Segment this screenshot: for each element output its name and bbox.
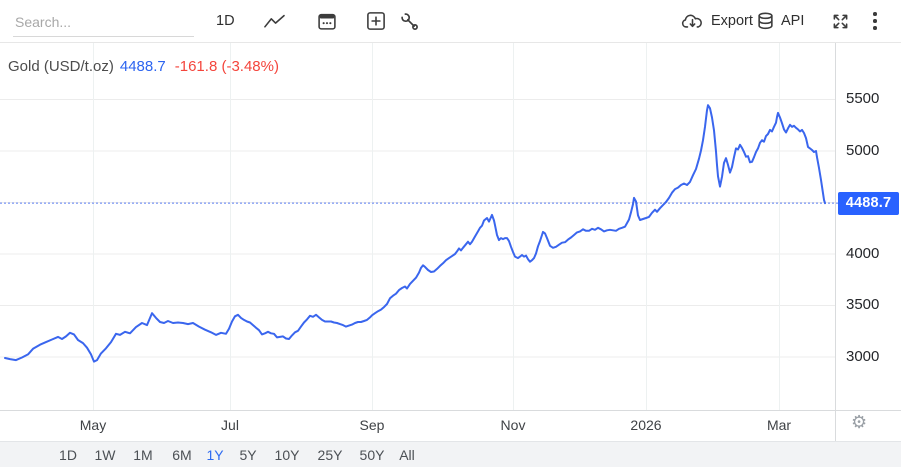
x-axis-month-label: Jul	[221, 417, 239, 433]
range-option-25y[interactable]: 25Y	[317, 446, 343, 463]
export-button[interactable]: Export	[681, 0, 753, 42]
add-indicator-button[interactable]	[366, 0, 386, 42]
api-label: API	[781, 13, 805, 29]
price-badge: 4488.7	[838, 191, 899, 215]
more-menu-button[interactable]	[869, 0, 881, 42]
range-option-1d[interactable]: 1D	[59, 446, 77, 463]
interval-button[interactable]: 1D	[216, 0, 235, 42]
search-input[interactable]	[13, 8, 194, 37]
x-axis-month-label: Sep	[359, 417, 385, 433]
chart-settings-gear-icon[interactable]: ⚙	[851, 412, 868, 432]
api-button[interactable]: API	[757, 0, 804, 42]
range-option-1m[interactable]: 1M	[133, 446, 153, 463]
range-selector: 1D 1W 1M 6M 1Y 5Y 10Y 25Y 50Y All	[0, 441, 901, 467]
y-axis-label: 5500	[846, 90, 880, 107]
y-axis-label: 4000	[846, 244, 880, 262]
export-cloud-icon	[681, 13, 704, 30]
x-axis-month-label: May	[79, 417, 107, 433]
x-axis-month-label: Nov	[500, 417, 526, 433]
tools-button[interactable]	[399, 0, 419, 42]
symbol-change: -161.8 (-3.48%)	[174, 58, 279, 75]
x-axis-month-label: 2026	[630, 417, 662, 433]
range-option-1w[interactable]: 1W	[94, 446, 116, 463]
fullscreen-button[interactable]	[831, 0, 850, 42]
symbol-name: Gold (USD/t.oz)	[8, 58, 114, 75]
expand-icon	[831, 12, 850, 31]
database-icon	[757, 12, 774, 30]
range-option-6m[interactable]: 6M	[172, 446, 192, 463]
range-option-5y[interactable]: 5Y	[239, 446, 257, 463]
calendar-icon	[317, 12, 337, 31]
plus-square-icon	[366, 11, 386, 31]
y-axis-label: 3500	[846, 296, 880, 313]
x-axis-month-label: Mar	[766, 417, 792, 433]
symbol-header: Gold (USD/t.oz) 4488.7 -161.8 (-3.48%)	[8, 58, 279, 75]
wrench-icon	[399, 11, 419, 31]
calendar-button[interactable]	[317, 0, 337, 42]
y-axis-label: 5000	[846, 141, 880, 159]
chart-style-button[interactable]	[262, 0, 288, 42]
export-label: Export	[711, 13, 753, 29]
toolbar: 1D	[0, 0, 901, 43]
y-axis-label: 3000	[846, 347, 880, 365]
line-chart-icon	[262, 13, 288, 30]
symbol-last-price: 4488.7	[119, 58, 166, 75]
price-line-series	[4, 104, 826, 363]
range-option-10y[interactable]: 10Y	[274, 446, 300, 463]
interval-label: 1D	[216, 13, 235, 29]
range-option-1y[interactable]: 1Y	[206, 446, 224, 463]
kebab-menu-icon	[869, 8, 881, 34]
range-option-all[interactable]: All	[399, 446, 415, 463]
range-option-50y[interactable]: 50Y	[359, 446, 385, 463]
